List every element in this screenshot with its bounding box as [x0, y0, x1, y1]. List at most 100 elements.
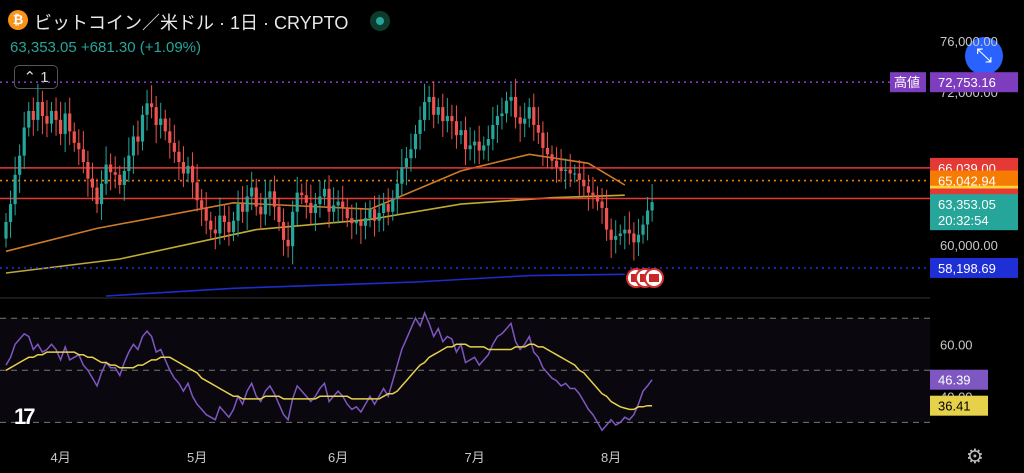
candle	[413, 124, 418, 159]
candle-body	[186, 165, 190, 174]
candle-body	[650, 202, 654, 211]
candle	[350, 204, 354, 240]
candle	[332, 187, 336, 224]
current-price-bg	[930, 194, 1018, 231]
candle	[577, 159, 581, 196]
candle	[645, 196, 650, 241]
time-axis-tick: 4月	[50, 450, 70, 465]
candle-body	[40, 102, 44, 117]
candle-body	[609, 229, 613, 240]
gear-icon[interactable]: ⚙	[966, 446, 984, 468]
candle-body	[95, 187, 99, 205]
candle-body	[641, 224, 645, 235]
candle-body	[190, 165, 195, 183]
candle	[618, 224, 622, 245]
candle-body	[99, 183, 104, 205]
candle	[336, 190, 340, 224]
market-status-icon[interactable]	[370, 11, 390, 31]
candle-body	[131, 136, 135, 156]
candle	[463, 116, 468, 166]
candle-body	[627, 229, 631, 234]
candle	[59, 101, 63, 146]
indicator-toggle-button[interactable]: ⌃ 1	[14, 65, 58, 89]
candle	[482, 136, 486, 160]
candle	[309, 184, 313, 225]
candle	[222, 204, 226, 241]
candle-body	[327, 188, 331, 212]
candle-body	[473, 141, 477, 146]
candle-body	[277, 206, 281, 222]
candle-body	[22, 127, 26, 156]
candle	[63, 102, 67, 153]
candle	[354, 202, 358, 235]
candle	[550, 145, 554, 170]
candle	[441, 93, 445, 137]
price-level-label-bg	[930, 257, 1018, 278]
candle-body	[645, 210, 650, 225]
candle-body	[218, 215, 222, 234]
candle-body	[59, 119, 63, 134]
candle	[509, 83, 513, 117]
candle	[190, 152, 195, 199]
candle	[291, 200, 295, 265]
candle	[632, 222, 636, 261]
candle	[454, 105, 459, 149]
price-change: +681.30 (+1.09%)	[80, 39, 201, 56]
event-flag-stripes	[649, 274, 659, 282]
symbol-title[interactable]: ビットコイン／米ドル · 1日 · CRYPTO	[34, 13, 349, 33]
candle-body	[163, 118, 167, 132]
candle-body	[209, 220, 213, 230]
candle	[22, 111, 26, 170]
candle-body	[200, 200, 204, 208]
candle-body	[236, 204, 240, 221]
candle	[127, 137, 131, 183]
time-axis-tick: 8月	[601, 450, 621, 465]
candle-body	[195, 182, 199, 201]
chart-header: ₿ ビットコイン／米ドル · 1日 · CRYPTO 63,353.05 +68…	[0, 0, 930, 100]
candle	[341, 185, 345, 222]
candle-body	[145, 103, 149, 115]
candle	[504, 91, 509, 123]
candle-body	[495, 116, 499, 125]
candle-body	[427, 96, 431, 103]
candle	[136, 120, 140, 156]
rsi-value-label: 36.41	[930, 395, 988, 416]
candle	[163, 109, 167, 141]
candle-body	[36, 102, 40, 120]
candle	[99, 170, 104, 220]
rsi-value-bg	[930, 369, 988, 390]
rsi-value-text: 36.41	[938, 399, 971, 414]
candle	[586, 175, 590, 211]
candle-body	[463, 130, 468, 150]
price-level-value: 65,042.94	[938, 174, 996, 189]
candle-body	[309, 202, 313, 214]
candle	[218, 197, 222, 245]
candle-body	[8, 204, 13, 222]
candle	[372, 195, 377, 237]
candle-body	[418, 119, 422, 134]
candle-body	[573, 173, 577, 175]
candle-body	[272, 191, 277, 207]
candle-body	[104, 164, 108, 184]
candle-body	[345, 207, 349, 219]
candle	[582, 161, 586, 198]
candle-body	[181, 162, 186, 174]
candle	[404, 146, 408, 186]
candle	[518, 106, 522, 142]
candle	[181, 146, 186, 188]
candle	[614, 220, 618, 254]
candle	[363, 202, 368, 240]
candle	[186, 156, 190, 183]
candle-body	[541, 132, 545, 148]
candle-body	[118, 174, 122, 185]
candle-body	[372, 209, 377, 221]
candle-body	[445, 116, 449, 122]
price-level-label: 72,753.16 高値	[890, 72, 1018, 93]
time-axis-tick: 7月	[465, 450, 485, 465]
candle-body	[500, 113, 504, 117]
candle	[495, 104, 499, 144]
candle	[568, 153, 572, 188]
collapse-icon[interactable]: ⤡	[965, 37, 1003, 75]
candle	[77, 129, 81, 166]
